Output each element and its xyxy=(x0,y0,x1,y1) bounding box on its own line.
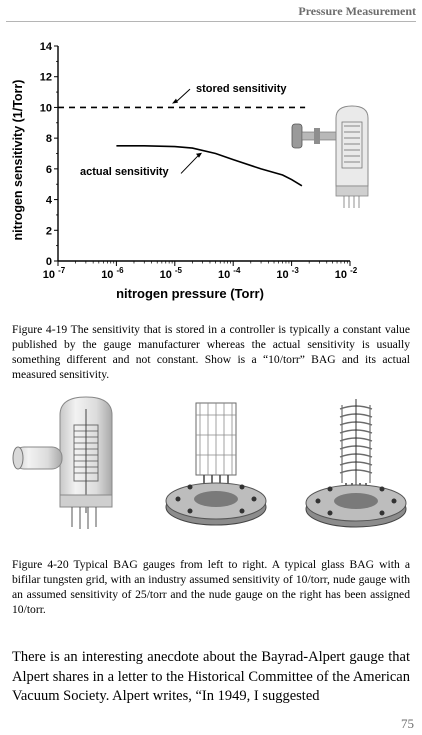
y-tick-label: 14 xyxy=(40,41,53,53)
x-tick-label: 10 -6 xyxy=(101,266,124,281)
actual-arrow xyxy=(180,155,199,174)
y-tick-label: 0 xyxy=(46,256,52,268)
running-header: Pressure Measurement xyxy=(298,4,416,18)
figure-4-20-caption: Figure 4-20 Typical BAG gauges from left… xyxy=(12,558,410,616)
glass-bag-gauge-icon xyxy=(12,396,113,529)
x-axis-label: nitrogen pressure (Torr) xyxy=(116,286,264,301)
x-tick-label: 10 -5 xyxy=(160,266,183,281)
y-tick-label: 2 xyxy=(46,225,52,237)
chart-series xyxy=(58,106,306,187)
x-tick-label: 10 -3 xyxy=(276,266,299,281)
series-line-1 xyxy=(116,145,303,187)
sensitivity-chart: 0 2 4 6 8 10 12 14 10 -7 10 -6 10 -5 10 -4 10 -3 10 -… xyxy=(11,41,369,301)
glass-gauge-inset-icon xyxy=(291,105,369,208)
y-axis-label: nitrogen sensitivity (1/Torr) xyxy=(11,80,25,241)
figure-4-19-caption: Figure 4-19 The sensitivity that is stor… xyxy=(12,323,410,381)
chart-annotations: stored sensitivity actual sensitivity xyxy=(80,83,287,178)
y-tick-label: 10 xyxy=(40,102,52,114)
body-paragraph: There is an interesting anecdote about t… xyxy=(12,649,410,704)
y-tick-label: 12 xyxy=(40,72,52,84)
header-rule xyxy=(6,21,416,22)
actual-arrow-head xyxy=(196,152,202,158)
chart-axes xyxy=(57,46,350,262)
stored-arrow-head xyxy=(172,98,178,104)
y-tick-label: 6 xyxy=(46,164,52,176)
stored-sensitivity-annotation: stored sensitivity xyxy=(196,83,287,95)
chart-ticks: 0 2 4 6 8 10 12 14 10 -7 10 -6 10 -5 10 -4 10 -3 10 -… xyxy=(40,41,358,281)
x-tick-label: 10 -4 xyxy=(218,266,241,281)
stored-arrow xyxy=(175,88,191,103)
y-tick-label: 8 xyxy=(46,133,52,145)
x-tick-label: 10 -7 xyxy=(43,266,66,281)
nude-gauge-cylindrical-grid-icon xyxy=(165,402,267,526)
page-number: 75 xyxy=(401,716,414,731)
y-tick-label: 4 xyxy=(46,195,53,207)
actual-sensitivity-annotation: actual sensitivity xyxy=(80,166,170,178)
x-tick-label: 10 -2 xyxy=(335,266,358,281)
nude-gauge-helical-grid-icon xyxy=(305,399,407,528)
